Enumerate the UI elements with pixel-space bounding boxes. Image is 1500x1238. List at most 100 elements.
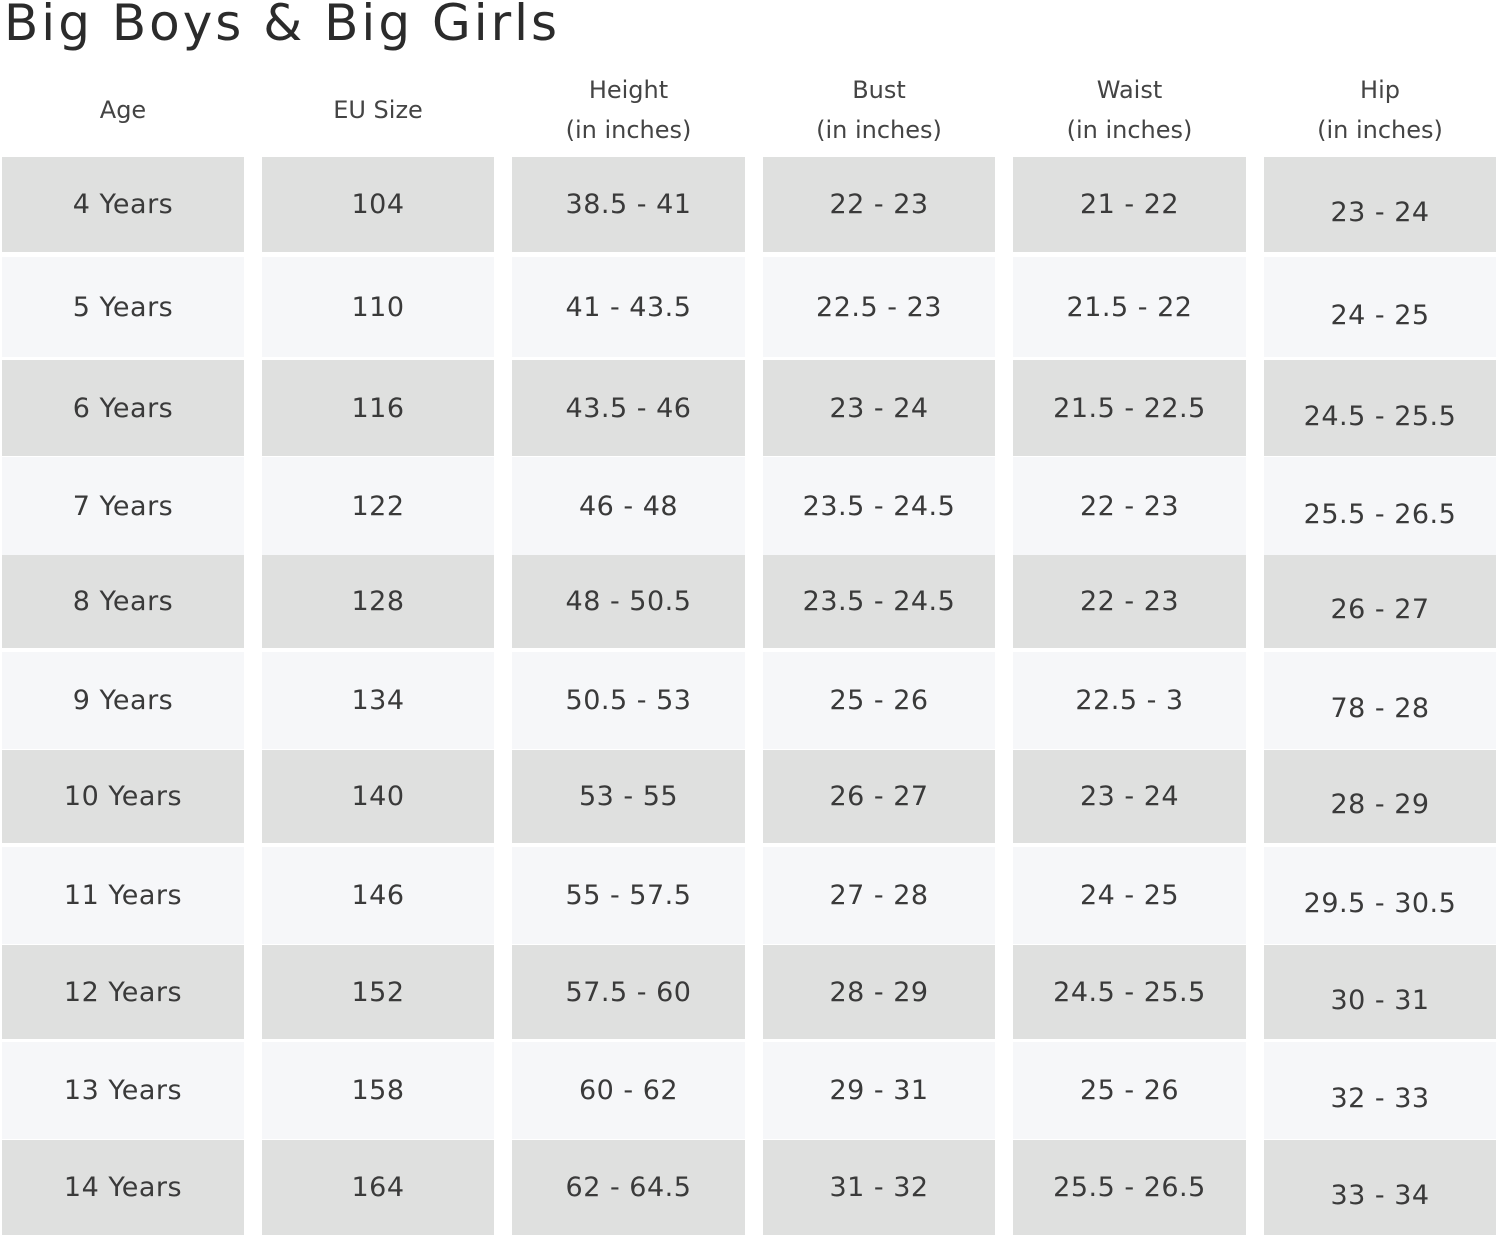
cell-waist: 21.5 - 22.5 bbox=[1013, 360, 1246, 456]
cell-bust: 29 - 31 bbox=[763, 1042, 995, 1139]
cell-waist-value: 22.5 - 3 bbox=[1075, 685, 1184, 716]
cell-bust: 31 - 32 bbox=[763, 1140, 995, 1235]
cell-age: 10 Years bbox=[2, 750, 244, 843]
table-row: 11 Years 146 55 - 57.5 27 - 28 24 - 25 29.5 -… bbox=[0, 847, 1500, 944]
cell-age-value: 13 Years bbox=[63, 1075, 183, 1106]
cell-bust-value: 23.5 - 24.5 bbox=[802, 586, 956, 617]
cell-eu-size: 104 bbox=[262, 157, 494, 252]
cell-hip-value: 33 - 34 bbox=[1330, 1180, 1430, 1211]
cell-height: 62 - 64.5 bbox=[512, 1140, 745, 1235]
cell-waist: 24 - 25 bbox=[1013, 847, 1246, 944]
table-row: 7 Years 122 46 - 48 23.5 - 24.5 22 - 23 25.5 … bbox=[0, 457, 1500, 555]
header-age-label: Age bbox=[99, 96, 147, 124]
cell-age-value: 11 Years bbox=[63, 880, 183, 911]
cell-age: 6 Years bbox=[2, 360, 244, 456]
cell-eu-size: 158 bbox=[262, 1042, 494, 1139]
cell-height-value: 57.5 - 60 bbox=[565, 976, 692, 1008]
cell-waist: 22 - 23 bbox=[1013, 457, 1246, 555]
cell-hip: 25.5 - 26.5 bbox=[1264, 457, 1496, 555]
header-waist: Waist (in inches) bbox=[1013, 68, 1246, 152]
header-waist-unit: (in inches) bbox=[1066, 116, 1193, 144]
cell-age: 8 Years bbox=[2, 555, 244, 648]
cell-eu-size: 146 bbox=[262, 847, 494, 944]
cell-bust: 22 - 23 bbox=[763, 157, 995, 252]
cell-height: 48 - 50.5 bbox=[512, 555, 745, 648]
header-bust: Bust (in inches) bbox=[763, 68, 995, 152]
header-eu-size-label: EU Size bbox=[333, 96, 423, 124]
table-row: 5 Years 110 41 - 43.5 22.5 - 23 21.5 - 22 24 … bbox=[0, 257, 1500, 357]
header-height: Height (in inches) bbox=[512, 68, 745, 152]
cell-hip: 29.5 - 30.5 bbox=[1264, 847, 1496, 944]
cell-height-value: 62 - 64.5 bbox=[565, 1172, 692, 1203]
header-height-unit: (in inches) bbox=[565, 116, 692, 144]
cell-height-value: 48 - 50.5 bbox=[565, 586, 692, 617]
cell-eu-size-value: 152 bbox=[351, 976, 405, 1008]
cell-hip: 33 - 34 bbox=[1264, 1140, 1496, 1235]
cell-hip-value: 78 - 28 bbox=[1330, 693, 1430, 724]
cell-waist-value: 25 - 26 bbox=[1079, 1075, 1180, 1106]
cell-height-value: 43.5 - 46 bbox=[565, 392, 692, 424]
cell-bust-value: 22 - 23 bbox=[829, 189, 929, 220]
cell-bust: 25 - 26 bbox=[763, 652, 995, 749]
cell-height-value: 46 - 48 bbox=[578, 490, 679, 522]
cell-eu-size-value: 164 bbox=[351, 1172, 405, 1203]
cell-age-value: 8 Years bbox=[72, 586, 174, 617]
table-row: 4 Years 104 38.5 - 41 22 - 23 21 - 22 23 - 24 bbox=[0, 157, 1500, 252]
cell-waist-value: 22 - 23 bbox=[1079, 586, 1180, 617]
cell-age: 7 Years bbox=[2, 457, 244, 555]
cell-hip-value: 30 - 31 bbox=[1330, 984, 1430, 1016]
table-row: 10 Years 140 53 - 55 26 - 27 23 - 24 28 - 29 bbox=[0, 750, 1500, 843]
header-height-label: Height bbox=[588, 76, 669, 104]
cell-bust-value: 23 - 24 bbox=[829, 392, 929, 424]
cell-eu-size-value: 134 bbox=[351, 685, 405, 716]
cell-bust-value: 28 - 29 bbox=[829, 976, 929, 1008]
cell-age-value: 10 Years bbox=[63, 781, 183, 812]
cell-age-value: 14 Years bbox=[63, 1172, 183, 1203]
cell-bust: 27 - 28 bbox=[763, 847, 995, 944]
cell-hip-value: 23 - 24 bbox=[1330, 197, 1430, 228]
cell-hip: 32 - 33 bbox=[1264, 1042, 1496, 1139]
header-hip-unit: (in inches) bbox=[1317, 116, 1443, 144]
cell-hip: 24 - 25 bbox=[1264, 257, 1496, 357]
cell-hip: 26 - 27 bbox=[1264, 555, 1496, 648]
cell-hip-value: 28 - 29 bbox=[1330, 789, 1430, 820]
cell-bust: 26 - 27 bbox=[763, 750, 995, 843]
cell-height: 46 - 48 bbox=[512, 457, 745, 555]
cell-waist: 25 - 26 bbox=[1013, 1042, 1246, 1139]
cell-age: 14 Years bbox=[2, 1140, 244, 1235]
table-row: 8 Years 128 48 - 50.5 23.5 - 24.5 22 - 23 26 … bbox=[0, 555, 1500, 648]
header-waist-label: Waist bbox=[1096, 76, 1163, 104]
cell-hip-value: 26 - 27 bbox=[1330, 594, 1430, 625]
table-row: 6 Years 116 43.5 - 46 23 - 24 21.5 - 22.5 24.… bbox=[0, 360, 1500, 456]
cell-age-value: 5 Years bbox=[72, 291, 174, 323]
cell-waist-value: 24.5 - 25.5 bbox=[1053, 976, 1206, 1008]
cell-height-value: 38.5 - 41 bbox=[565, 189, 692, 220]
cell-waist: 21.5 - 22 bbox=[1013, 257, 1246, 357]
cell-bust: 23 - 24 bbox=[763, 360, 995, 456]
cell-height: 53 - 55 bbox=[512, 750, 745, 843]
cell-eu-size-value: 110 bbox=[351, 291, 405, 323]
cell-hip: 23 - 24 bbox=[1264, 157, 1496, 252]
cell-waist: 21 - 22 bbox=[1013, 157, 1246, 252]
cell-bust-value: 27 - 28 bbox=[829, 880, 929, 911]
header-bust-label: Bust bbox=[852, 76, 906, 104]
cell-height: 60 - 62 bbox=[512, 1042, 745, 1139]
cell-hip: 28 - 29 bbox=[1264, 750, 1496, 843]
cell-waist: 23 - 24 bbox=[1013, 750, 1246, 843]
header-hip: Hip (in inches) bbox=[1264, 68, 1496, 152]
cell-waist-value: 25.5 - 26.5 bbox=[1053, 1172, 1206, 1203]
table-row: 13 Years 158 60 - 62 29 - 31 25 - 26 32 - 33 bbox=[0, 1042, 1500, 1139]
cell-bust: 28 - 29 bbox=[763, 945, 995, 1039]
cell-hip-value: 24 - 25 bbox=[1330, 299, 1430, 331]
cell-age-value: 12 Years bbox=[63, 976, 183, 1008]
header-hip-label: Hip bbox=[1360, 76, 1400, 104]
cell-eu-size-value: 128 bbox=[351, 586, 405, 617]
cell-eu-size: 152 bbox=[262, 945, 494, 1039]
cell-eu-size: 116 bbox=[262, 360, 494, 456]
cell-bust-value: 23.5 - 24.5 bbox=[802, 490, 956, 522]
cell-eu-size-value: 146 bbox=[351, 880, 405, 911]
table-header: Age EU Size Height (in inches) Bust (in … bbox=[0, 68, 1500, 152]
cell-hip: 30 - 31 bbox=[1264, 945, 1496, 1039]
cell-hip-value: 25.5 - 26.5 bbox=[1303, 498, 1457, 530]
cell-waist-value: 22 - 23 bbox=[1079, 490, 1180, 522]
